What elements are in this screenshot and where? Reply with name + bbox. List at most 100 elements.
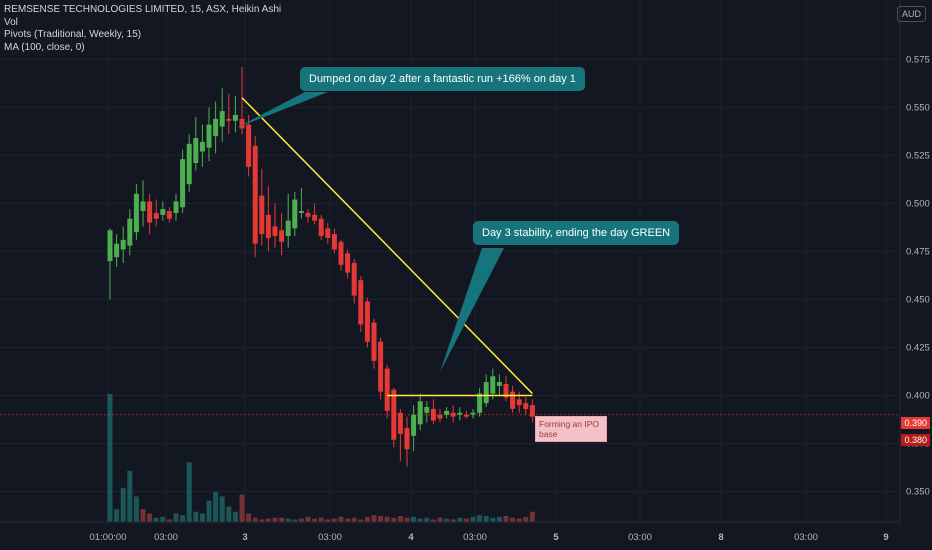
candle[interactable] bbox=[384, 364, 390, 419]
candle[interactable] bbox=[490, 368, 496, 400]
volume-bar bbox=[529, 511, 535, 522]
candle[interactable] bbox=[259, 168, 265, 246]
candle[interactable] bbox=[457, 407, 463, 421]
volume-bar bbox=[206, 500, 212, 522]
volume-bar bbox=[305, 516, 311, 522]
candle[interactable] bbox=[252, 136, 258, 258]
candle[interactable] bbox=[450, 405, 456, 423]
candle[interactable] bbox=[437, 408, 443, 423]
candle[interactable] bbox=[331, 228, 337, 254]
candle-body bbox=[411, 414, 417, 436]
candle-body bbox=[193, 138, 199, 164]
x-tick-label: 03:00 bbox=[628, 532, 652, 543]
candle[interactable] bbox=[503, 376, 509, 402]
callout-dump[interactable]: Dumped on day 2 after a fantastic run +1… bbox=[300, 67, 585, 91]
ipo-base-note[interactable]: Forming an IPO base bbox=[535, 416, 607, 442]
candle[interactable] bbox=[279, 212, 285, 256]
candle[interactable] bbox=[114, 234, 120, 267]
candle-body bbox=[523, 403, 529, 409]
candle[interactable] bbox=[411, 405, 417, 452]
candle[interactable] bbox=[206, 107, 212, 162]
volume-bar bbox=[153, 517, 159, 522]
candle[interactable] bbox=[463, 410, 469, 419]
callout-stability[interactable]: Day 3 stability, ending the day GREEN bbox=[473, 221, 680, 245]
currency-badge[interactable]: AUD bbox=[896, 6, 926, 22]
candle[interactable] bbox=[444, 407, 450, 419]
candle[interactable] bbox=[391, 387, 397, 448]
candle[interactable] bbox=[186, 134, 192, 192]
candle[interactable] bbox=[483, 374, 489, 408]
volume-bar bbox=[140, 509, 146, 522]
candle[interactable] bbox=[351, 259, 357, 304]
candle[interactable] bbox=[219, 88, 225, 142]
candle[interactable] bbox=[477, 387, 483, 417]
trendline[interactable] bbox=[241, 97, 533, 395]
volume-bar bbox=[417, 518, 423, 522]
chart-legend: REMSENSE TECHNOLOGIES LIMITED, 15, ASX, … bbox=[4, 4, 281, 54]
volume-bar bbox=[496, 516, 502, 522]
candle-body bbox=[391, 389, 397, 440]
legend-pivots[interactable]: Pivots (Traditional, Weekly, 15) bbox=[4, 29, 142, 40]
candle[interactable] bbox=[180, 149, 186, 213]
candle[interactable] bbox=[318, 214, 324, 240]
candle[interactable] bbox=[305, 209, 311, 223]
legend-vol[interactable]: Vol bbox=[4, 16, 18, 28]
candle-body bbox=[483, 382, 489, 404]
candle[interactable] bbox=[166, 207, 172, 223]
candle[interactable] bbox=[173, 193, 179, 221]
candle[interactable] bbox=[325, 222, 331, 244]
candle[interactable] bbox=[364, 297, 370, 348]
volume-bar bbox=[477, 515, 483, 522]
candle[interactable] bbox=[371, 318, 377, 369]
candle[interactable] bbox=[404, 416, 410, 467]
candle[interactable] bbox=[246, 115, 252, 177]
candle[interactable] bbox=[226, 93, 232, 135]
candle[interactable] bbox=[265, 186, 271, 252]
x-tick-label: 01:00:00 bbox=[90, 532, 127, 543]
candle[interactable] bbox=[417, 393, 423, 431]
candle[interactable] bbox=[470, 408, 476, 419]
candle[interactable] bbox=[338, 239, 344, 271]
candle[interactable] bbox=[285, 193, 291, 248]
candle[interactable] bbox=[232, 95, 238, 133]
grid bbox=[0, 0, 900, 522]
candle[interactable] bbox=[213, 101, 219, 154]
y-tick-label: 0.575 bbox=[906, 54, 930, 65]
candle[interactable] bbox=[153, 199, 159, 227]
candle[interactable] bbox=[345, 249, 351, 279]
candle[interactable] bbox=[424, 401, 430, 423]
candle[interactable] bbox=[529, 399, 535, 423]
candle[interactable] bbox=[120, 226, 126, 263]
candle[interactable] bbox=[397, 408, 403, 461]
legend-title[interactable]: REMSENSE TECHNOLOGIES LIMITED, 15, ASX, … bbox=[4, 4, 282, 15]
candle[interactable] bbox=[107, 228, 113, 300]
candle[interactable] bbox=[312, 203, 318, 225]
candle[interactable] bbox=[358, 276, 364, 333]
candle-body bbox=[516, 399, 522, 406]
volume-bar bbox=[193, 511, 199, 522]
candle[interactable] bbox=[147, 193, 153, 235]
volume-bar bbox=[331, 518, 337, 522]
candle-body bbox=[279, 230, 285, 242]
candle[interactable] bbox=[160, 201, 166, 221]
candle[interactable] bbox=[430, 399, 436, 425]
candle[interactable] bbox=[239, 66, 245, 135]
candle-body bbox=[272, 226, 278, 237]
candle[interactable] bbox=[199, 124, 205, 167]
candle[interactable] bbox=[510, 385, 516, 413]
candle[interactable] bbox=[292, 191, 298, 237]
candle[interactable] bbox=[378, 337, 384, 400]
candle[interactable] bbox=[272, 203, 278, 248]
candle[interactable] bbox=[496, 374, 502, 396]
candle[interactable] bbox=[298, 188, 304, 219]
candle-body bbox=[232, 115, 238, 121]
candle[interactable] bbox=[133, 184, 139, 240]
legend-ma[interactable]: MA (100, close, 0) bbox=[4, 41, 85, 53]
candle[interactable] bbox=[523, 397, 529, 415]
volume-bar bbox=[279, 517, 285, 522]
candle[interactable] bbox=[140, 180, 146, 227]
x-tick-label: 3 bbox=[242, 532, 247, 543]
candle[interactable] bbox=[193, 116, 199, 171]
candle[interactable] bbox=[127, 209, 133, 256]
